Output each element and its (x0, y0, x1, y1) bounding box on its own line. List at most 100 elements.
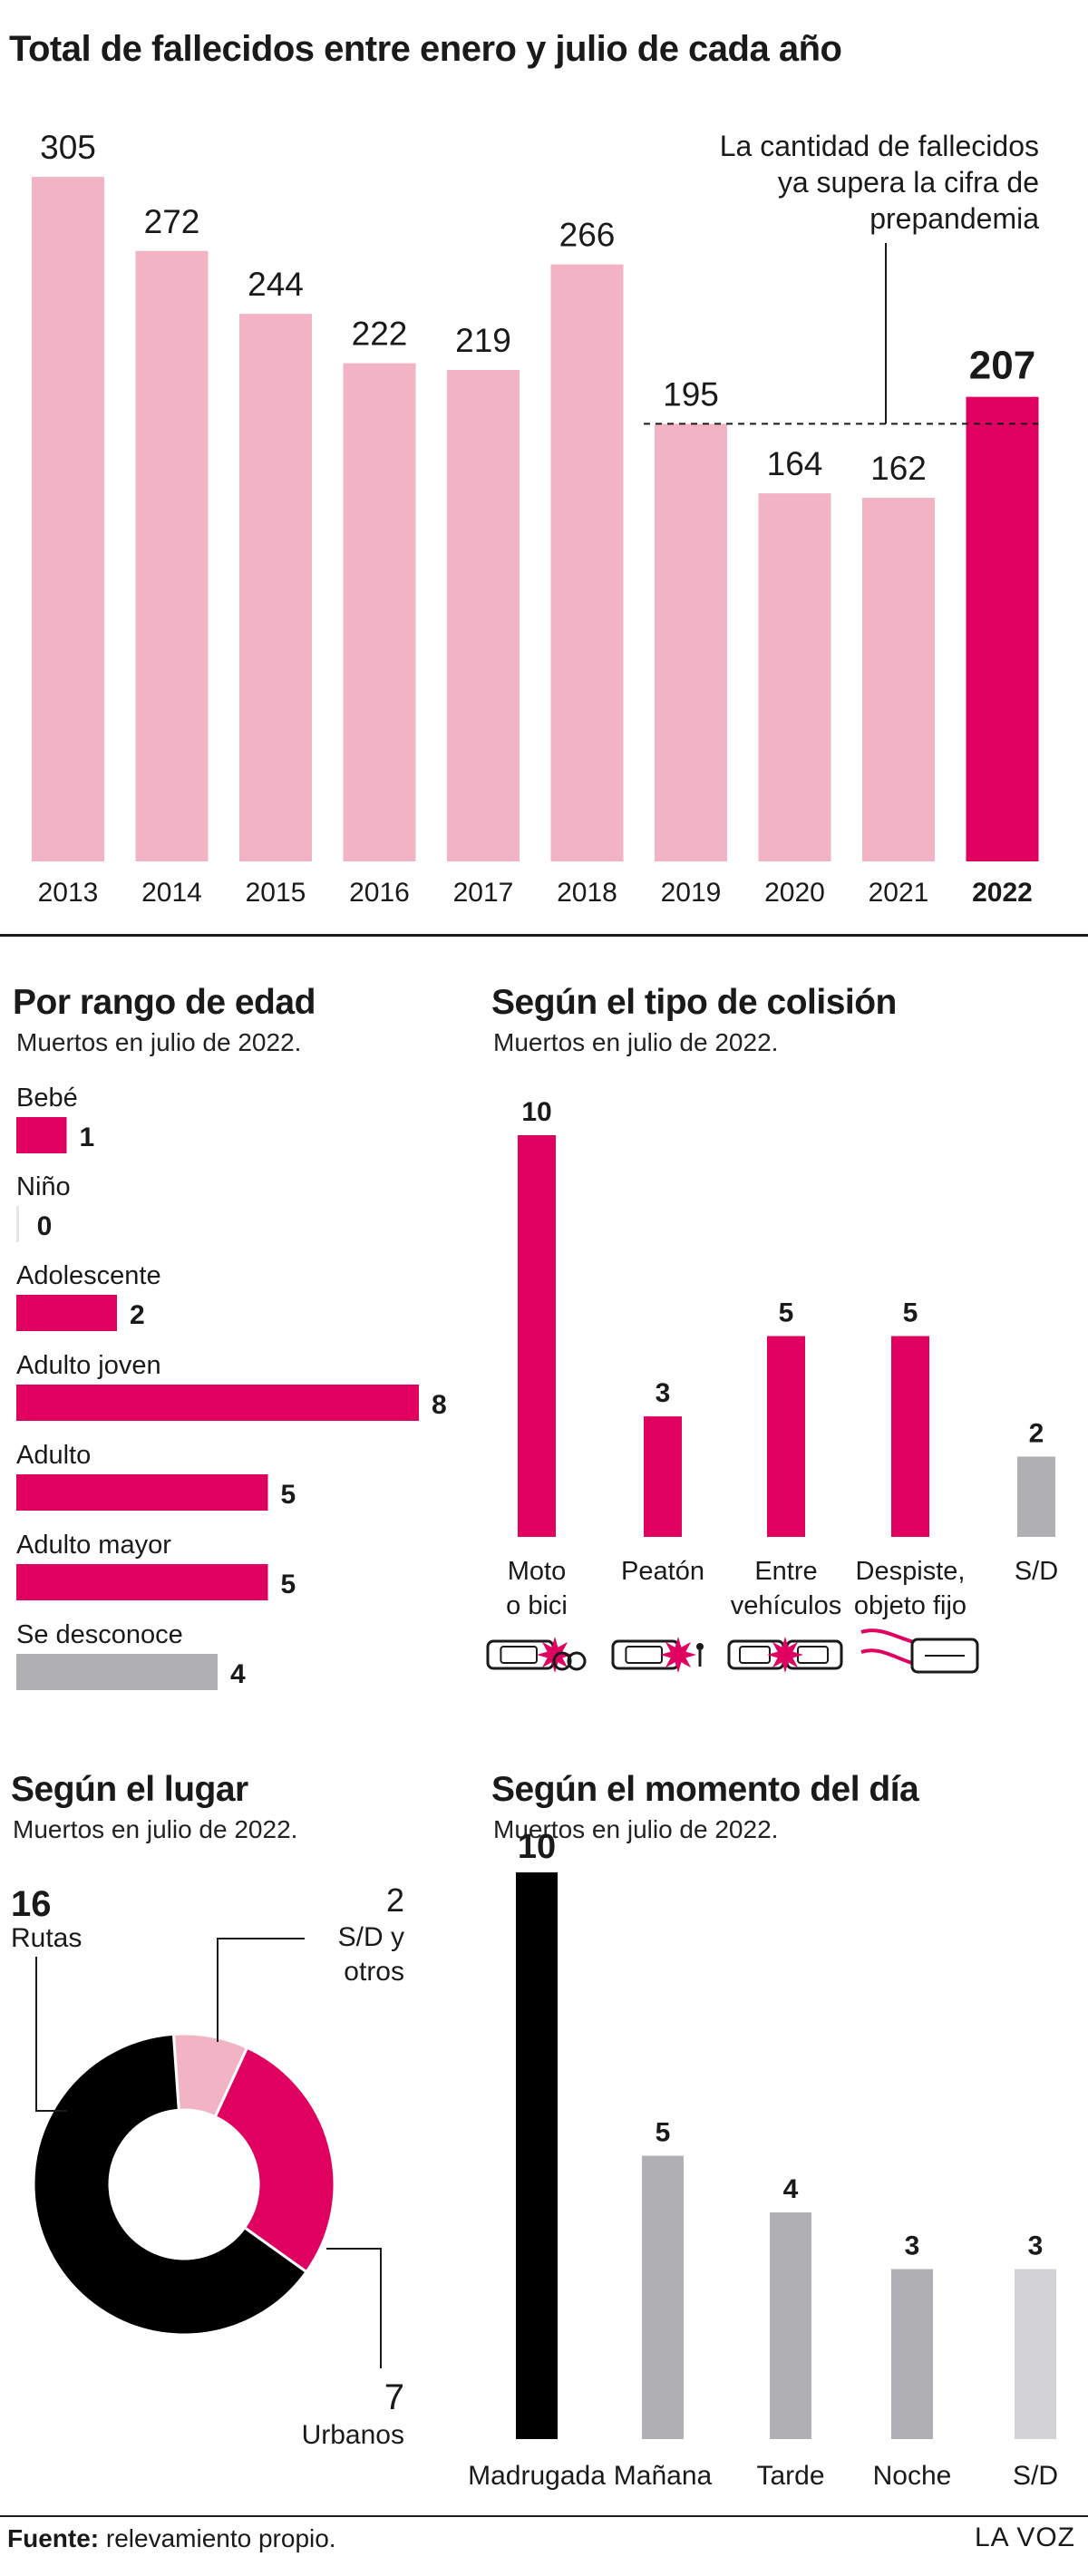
lugar-label-1-line-1: Rutas (11, 1923, 82, 1953)
colision-bar-1 (518, 1135, 556, 1537)
colision-bar-chart: 10 Moto o bici 3 Peatón 5 Entre vehículos 5 Despi… (486, 1097, 1058, 1674)
momento-category-5: S/D (1013, 2461, 1058, 2491)
edad-bar-6 (16, 1564, 268, 1600)
donut-slice-1 (32, 2032, 309, 2337)
main-bar-chart: 305 2013 272 2014 244 2015 222 2016 219 2017 266 20… (32, 129, 1039, 908)
momento-bar-4 (891, 2269, 933, 2439)
section-divider (0, 934, 1088, 937)
main-bar-2014 (135, 250, 209, 861)
edad-value-7: 4 (230, 1659, 246, 1689)
lugar-leader-2 (217, 1938, 305, 2042)
momento-subtitle: Muertos en julio de 2022. (493, 1815, 779, 1843)
momento-value-4: 3 (905, 2231, 920, 2261)
edad-bar-4 (16, 1385, 419, 1421)
colision-bar-2 (644, 1416, 682, 1537)
colision-value-2: 3 (656, 1378, 671, 1408)
colision-category-4-line-2: objeto fijo (854, 1591, 967, 1620)
main-value-2017: 219 (455, 322, 511, 359)
colision-title: Según el tipo de colisión (491, 983, 897, 1022)
lugar-label-2-line-1: S/D y (338, 1922, 404, 1952)
colision-category-3-line-2: vehículos (731, 1591, 842, 1620)
main-year-2022: 2022 (972, 878, 1033, 908)
colision-value-3: 5 (779, 1298, 794, 1328)
lugar-value-1: 16 (11, 1884, 52, 1924)
colision-value-5: 2 (1029, 1418, 1044, 1448)
edad-value-3: 2 (130, 1300, 145, 1330)
main-bar-2015 (239, 314, 312, 862)
source-label: Fuente: (7, 2524, 100, 2552)
momento-value-2: 5 (656, 2118, 671, 2148)
momento-bar-2 (642, 2155, 684, 2439)
edad-label-5: Adulto (16, 1441, 91, 1470)
momento-bar-1 (516, 1872, 558, 2439)
edad-label-7: Se desconoce (16, 1620, 183, 1649)
annotation-line-3: prepandemia (869, 202, 1039, 235)
edad-label-6: Adulto mayor (16, 1531, 171, 1560)
colision-category-2-line-1: Peatón (621, 1557, 704, 1586)
momento-value-3: 4 (783, 2174, 799, 2204)
momento-category-4: Noche (873, 2461, 952, 2491)
footer-divider (0, 2515, 1088, 2517)
edad-value-6: 5 (281, 1570, 296, 1599)
lugar-subtitle: Muertos en julio de 2022. (13, 1815, 298, 1843)
donut-slice-3 (213, 2046, 336, 2274)
main-value-2014: 272 (144, 203, 200, 240)
edad-bar-7 (16, 1654, 218, 1690)
main-bar-2017 (447, 369, 520, 862)
main-bar-2022 (966, 396, 1039, 861)
main-year-2013: 2013 (38, 878, 99, 908)
momento-value-5: 3 (1028, 2231, 1044, 2261)
edad-bar-2 (16, 1206, 19, 1242)
main-bar-2019 (655, 423, 727, 861)
momento-category-2: Mañana (614, 2461, 713, 2491)
main-year-2016: 2016 (349, 878, 410, 908)
colision-bar-3 (767, 1336, 805, 1537)
edad-label-1: Bebé (16, 1084, 78, 1113)
lugar-label-2-line-2: otros (344, 1957, 404, 1987)
lugar-leader-1 (35, 1957, 67, 2112)
edad-label-4: Adulto joven (16, 1351, 161, 1380)
lugar-leader-3 (326, 2248, 382, 2368)
colision-value-1: 10 (521, 1097, 551, 1127)
main-year-2020: 2020 (764, 878, 825, 908)
edad-value-5: 5 (281, 1480, 296, 1510)
main-bar-2016 (343, 363, 416, 861)
annotation-line-1: La cantidad de fallecidos (720, 130, 1039, 162)
edad-value-4: 8 (432, 1390, 447, 1420)
edad-value-1: 1 (80, 1123, 95, 1152)
momento-bar-chart: 10 5 4 3 3 Madrugada Mañana Tarde Noche S/D (468, 1828, 1058, 2491)
momento-title: Según el momento del día (491, 1770, 919, 1809)
main-value-2013: 305 (40, 129, 96, 166)
brand-logo-text: LA VOZ (974, 2523, 1075, 2552)
momento-bar-3 (770, 2212, 811, 2439)
momento-category-3: Tarde (756, 2461, 824, 2491)
momento-value-1: 10 (518, 1828, 556, 1866)
main-year-2018: 2018 (557, 878, 617, 908)
colision-category-4-line-1: Despiste, (856, 1557, 966, 1586)
colision-subtitle: Muertos en julio de 2022. (493, 1028, 779, 1056)
main-bar-2021 (862, 498, 935, 861)
source-text: relevamiento propio. (99, 2524, 336, 2552)
edad-label-2: Niño (16, 1172, 71, 1201)
car-pedestrian-crash-icon (611, 1637, 704, 1673)
colision-category-3-line-1: Entre (754, 1557, 817, 1586)
lugar-label-3-line-1: Urbanos (302, 2420, 404, 2450)
edad-bar-3 (16, 1295, 117, 1331)
main-value-2016: 222 (352, 316, 408, 353)
car-car-crash-icon (727, 1637, 843, 1673)
car-motorcycle-crash-icon (486, 1637, 587, 1673)
main-bar-2013 (32, 177, 104, 861)
momento-category-1: Madrugada (468, 2461, 606, 2491)
main-value-2022: 207 (969, 344, 1035, 388)
colision-category-5-line-1: S/D (1015, 1557, 1058, 1586)
main-bar-2020 (758, 493, 831, 861)
main-year-2019: 2019 (661, 878, 722, 908)
colision-value-4: 5 (903, 1298, 918, 1328)
main-year-2017: 2017 (453, 878, 514, 908)
main-bar-2018 (550, 264, 624, 861)
edad-title: Por rango de edad (13, 983, 316, 1022)
lugar-value-2: 2 (386, 1881, 404, 1919)
